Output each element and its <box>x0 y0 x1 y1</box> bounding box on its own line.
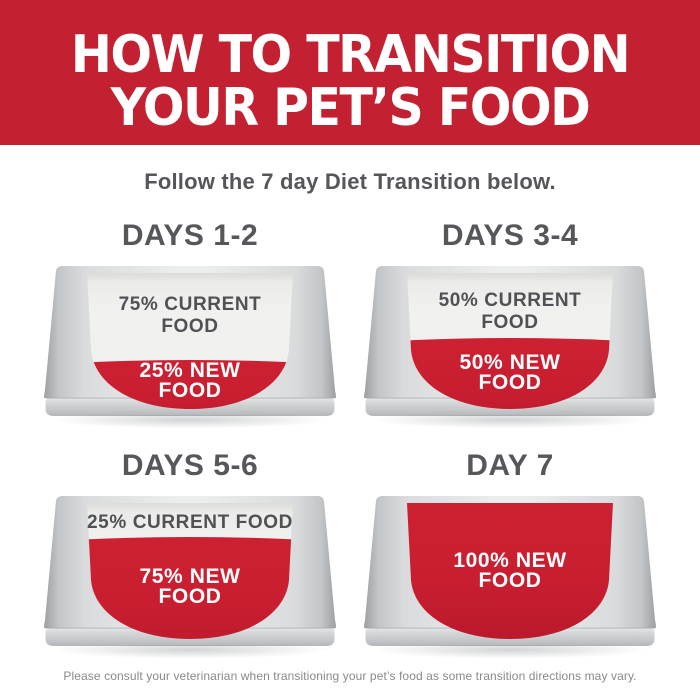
bowl-graphic <box>44 496 336 646</box>
bowl-graphic-wrap: 75% CURRENT FOOD 25% NEW FOOD <box>44 262 336 434</box>
header-banner: HOW TO TRANSITION YOUR PET’S FOOD <box>0 0 700 145</box>
bowl-card-day-7: DAY 7 <box>364 446 656 664</box>
food-fill-red <box>407 503 613 639</box>
new-food-label: 75% NEW FOOD <box>139 565 241 608</box>
bowl-graphic-wrap: 50% CURRENT FOOD 50% NEW FOOD <box>364 262 656 434</box>
bowl-graphic <box>364 266 656 416</box>
bowl-card-days-3-4: DAYS 3-4 <box>364 216 656 434</box>
page-title-line-1: HOW TO TRANSITION <box>70 24 631 85</box>
bowl-heading: DAYS 3-4 <box>441 219 579 252</box>
bowl-heading: DAYS 5-6 <box>121 449 259 482</box>
bowl-shadow <box>52 415 328 431</box>
bowl-heading: DAY 7 <box>466 449 554 482</box>
footer-disclaimer: Please consult your veterinarian when tr… <box>63 669 637 683</box>
current-food-label: 50% CURRENT FOOD <box>438 290 582 333</box>
bowl-graphic-wrap: 100% NEW FOOD <box>364 492 656 664</box>
page-title: HOW TO TRANSITION YOUR PET’S FOOD <box>0 0 700 138</box>
bowl-graphic <box>364 496 656 646</box>
bowl-card-days-5-6: DAYS 5-6 <box>44 446 336 664</box>
bowl-shadow <box>52 645 328 661</box>
new-food-label: 100% NEW FOOD <box>453 549 567 592</box>
current-food-label: 25% CURRENT FOOD <box>87 512 293 533</box>
new-food-label: 50% NEW FOOD <box>459 351 561 394</box>
food-fill-red <box>87 360 293 409</box>
bowl-shadow <box>372 645 648 661</box>
bowl-heading: DAYS 1-2 <box>121 219 259 252</box>
bowl-card-days-1-2: DAYS 1-2 <box>44 216 336 434</box>
current-food-label: 75% CURRENT FOOD <box>118 294 262 337</box>
bowl-graphic-wrap: 25% CURRENT FOOD 75% NEW FOOD <box>44 492 336 664</box>
bowl-graphic <box>44 266 336 416</box>
subtitle-text: Follow the 7 day Diet Transition below. <box>144 169 556 194</box>
bowl-shadow <box>372 415 648 431</box>
new-food-label: 25% NEW FOOD <box>139 359 241 402</box>
page-title-line-2: YOUR PET’S FOOD <box>110 77 591 138</box>
